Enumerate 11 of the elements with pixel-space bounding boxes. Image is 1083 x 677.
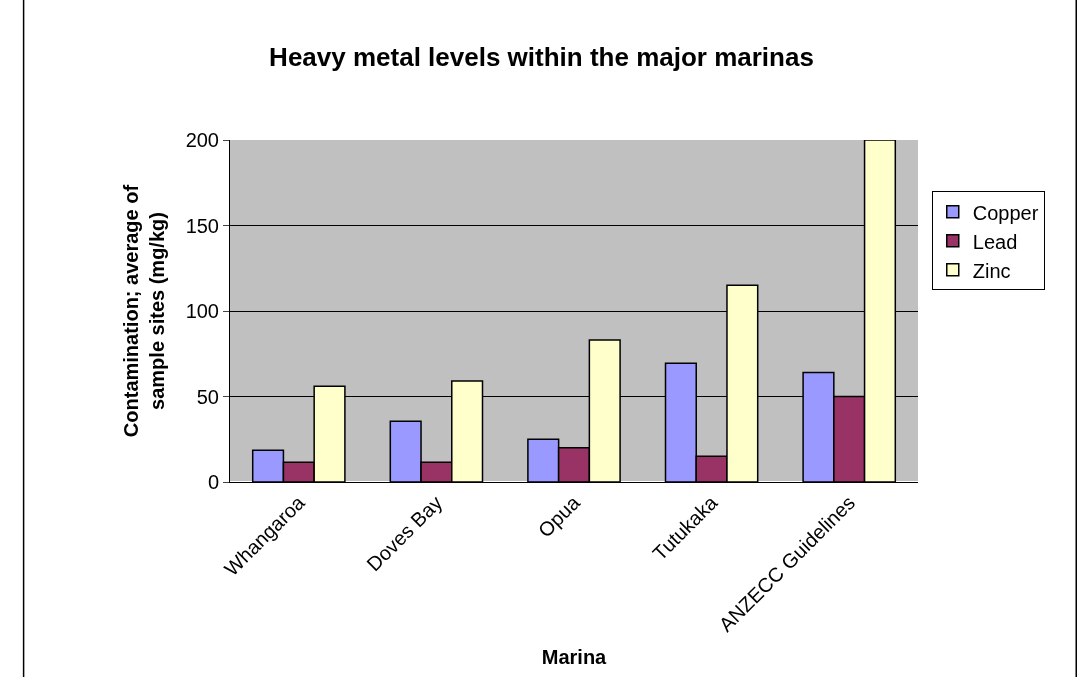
y-tick-label: 0 — [207, 471, 219, 493]
y-tick-label: 200 — [185, 129, 219, 151]
chart-title: Heavy metal levels within the major marinas — [269, 41, 814, 72]
legend-label: Lead — [972, 230, 1018, 253]
y-tick-label: 100 — [185, 300, 219, 322]
y-tick-label: 50 — [196, 385, 219, 408]
x-axis-title: Marina — [541, 646, 608, 669]
legend-label: Copper — [972, 201, 1039, 224]
legend-label: Zinc — [972, 259, 1011, 282]
y-tick-label: 150 — [185, 214, 219, 237]
y-axis-title: Contamination; average of sample sites (mg/kg) — [120, 184, 169, 438]
